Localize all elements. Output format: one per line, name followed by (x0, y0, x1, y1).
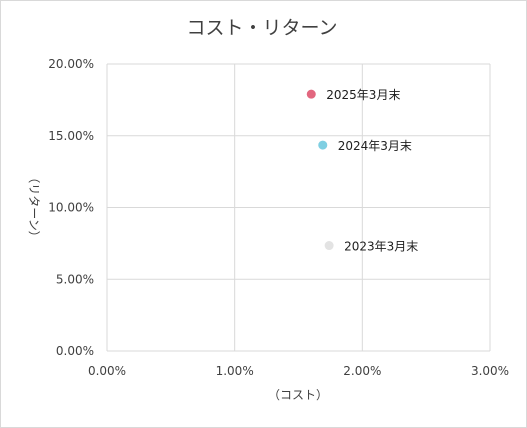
x-tick-label: 3.00% (471, 364, 509, 378)
y-tick-label: 20.00% (48, 57, 94, 71)
data-point (324, 241, 334, 251)
gridlines (106, 63, 491, 352)
data-points: 2025年3月末 2024年3月末 2023年3月末 (306, 88, 418, 254)
y-axis-ticks: 0.00% 5.00% 10.00% 15.00% 20.00% (48, 57, 94, 358)
y-tick-label: 15.00% (48, 129, 94, 143)
data-label: 2024年3月末 (338, 139, 412, 153)
data-label: 2025年3月末 (326, 88, 400, 102)
y-tick-label: 0.00% (56, 344, 94, 358)
x-axis-ticks: 0.00% 1.00% 2.00% 3.00% (88, 364, 509, 378)
chart-title: コスト・リターン (186, 17, 337, 39)
x-tick-label: 1.00% (216, 364, 254, 378)
x-tick-label: 0.00% (88, 364, 126, 378)
data-point (318, 140, 328, 150)
data-point (306, 89, 316, 99)
x-axis-label: （コスト） (268, 388, 328, 402)
x-tick-label: 2.00% (343, 364, 381, 378)
y-tick-label: 10.00% (48, 201, 94, 215)
data-label: 2023年3月末 (344, 240, 418, 254)
y-axis-label: （リターン） (27, 171, 41, 242)
y-tick-label: 5.00% (56, 272, 94, 286)
